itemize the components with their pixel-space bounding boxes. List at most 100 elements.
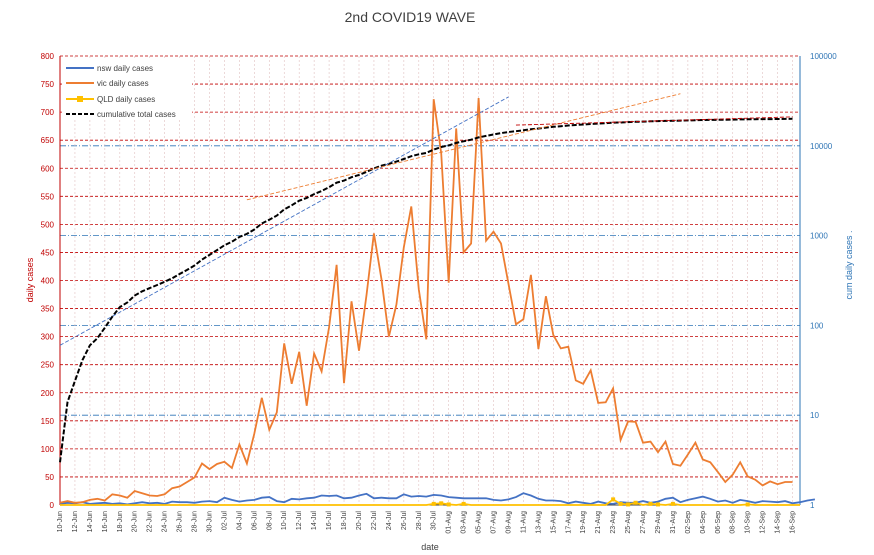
x-tick-label: 10-Sep [745,511,752,534]
y-axis-title: daily cases [25,257,35,302]
chart-title: 2nd COVID19 WAVE [345,9,476,25]
x-tick-label: 07-Aug [491,511,498,534]
y2-tick-label: 100000 [810,52,837,61]
y-tick-label: 200 [41,389,55,398]
x-tick-label: 30-Jun [206,511,213,533]
x-tick-label: 10-Jul [281,511,288,531]
y-tick-label: 650 [41,136,55,145]
x-tick-label: 28-Jun [192,511,199,533]
y-tick-label: 350 [41,305,55,314]
x-tick-label: 20-Jun [132,511,139,533]
y2-tick-label: 1 [810,501,815,510]
qld-point [439,501,444,506]
x-tick-label: 12-Sep [760,511,767,534]
x-axis-ticks: 10-Jun 12-Jun 14-Jun 16-Jun 18-Jun 20-Jun 22-J… [57,511,797,534]
qld-point [745,502,750,507]
x-tick-label: 12-Jun [72,511,79,533]
qld-point [648,501,653,506]
x-tick-label: 14-Jul [311,511,318,531]
y2-tick-label: 100 [810,321,824,330]
x-tick-label: 12-Jul [296,511,303,531]
qld-point [655,502,660,507]
x-tick-label: 24-Jul [386,511,393,531]
series-layer [59,93,816,507]
x-tick-label: 02-Sep [685,511,692,534]
x-tick-label: 11-Aug [520,511,527,533]
vertical-gridlines [59,56,801,506]
y-tick-label: 0 [50,501,55,510]
x-tick-label: 09-Aug [505,511,512,534]
x-tick-label: 14-Sep [775,511,782,534]
x-tick-label: 28-Jul [416,511,423,531]
x-tick-label: 05-Aug [476,511,483,534]
right-axis-ticks: 1 10 100 1000 10000 100000 [810,52,837,510]
y2-tick-label: 1000 [810,232,828,241]
qld-point [618,501,623,506]
log-gridlines [60,145,800,416]
x-tick-label: 08-Jul [266,511,273,531]
y-tick-label: 550 [41,192,55,201]
x-tick-label: 25-Aug [625,511,632,534]
x-tick-label: 30-Jul [431,511,438,531]
y-tick-label: 250 [41,361,55,370]
x-tick-label: 17-Aug [565,511,572,534]
x-tick-label: 26-Jun [177,511,184,533]
x-tick-label: 06-Sep [715,511,722,534]
qld-point [431,501,436,506]
legend: nsw daily cases vic daily cases QLD dail… [62,60,192,120]
x-tick-label: 04-Sep [700,511,707,534]
x-tick-label: 22-Jul [371,511,378,531]
qld-point [461,501,466,506]
x-tick-label: 24-Jun [162,511,169,533]
legend-box [62,60,192,120]
x-tick-label: 14-Jun [87,511,94,533]
series-line-1 [59,98,793,504]
series-line-0 [59,492,816,506]
legend-label-qld: QLD daily cases [97,95,155,104]
qld-point [633,500,638,505]
trend-line [515,116,793,126]
x-tick-label: 20-Jul [356,511,363,531]
y-tick-label: 600 [41,164,55,173]
y2-axis-title: cum daily cases . [844,230,854,299]
x-tick-label: 10-Jun [57,511,64,533]
y-tick-label: 700 [41,108,55,117]
y2-tick-label: 10000 [810,142,833,151]
y-tick-label: 500 [41,220,55,229]
x-tick-label: 01-Aug [446,511,453,534]
x-tick-label: 22-Jun [147,511,154,533]
x-tick-label: 15-Aug [550,511,557,534]
trend-line [246,93,681,201]
x-tick-label: 02-Jul [221,511,228,531]
legend-label-nsw: nsw daily cases [97,64,153,73]
series-line-3 [59,117,793,463]
x-tick-label: 18-Jul [341,511,348,531]
y-tick-label: 750 [41,80,55,89]
x-tick-label: 16-Jun [102,511,109,533]
y-tick-label: 300 [41,333,55,342]
legend-label-vic: vic daily cases [97,79,149,88]
x-tick-label: 31-Aug [670,511,677,534]
y-tick-label: 800 [41,52,55,61]
legend-marker-qld [77,96,83,102]
x-tick-label: 04-Jul [236,511,243,531]
left-axis-ticks: 0 50 100 150 200 250 300 350 400 450 500 550 600 650 7… [41,52,55,510]
y2-tick-label: 10 [810,411,819,420]
qld-point [446,502,451,507]
x-tick-label: 21-Aug [595,511,602,534]
trend-line [59,96,509,346]
qld-point [670,501,675,506]
x-tick-label: 19-Aug [580,511,587,534]
x-tick-label: 08-Sep [730,511,737,534]
qld-point [611,497,616,502]
qld-point [626,502,631,507]
y-tick-label: 150 [41,417,55,426]
x-tick-label: 16-Sep [790,511,797,534]
x-tick-label: 29-Aug [655,511,662,534]
series-line-2 [60,498,800,506]
legend-label-cumulative: cumulative total cases [97,110,176,119]
x-tick-label: 18-Jun [117,511,124,533]
x-tick-label: 26-Jul [401,511,408,531]
